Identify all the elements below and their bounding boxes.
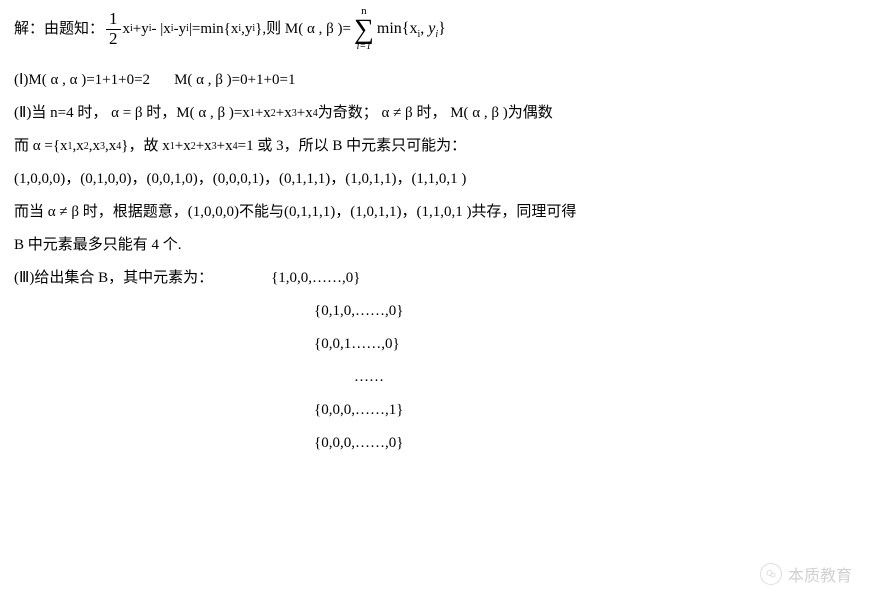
- l4-b: ,x: [73, 136, 84, 157]
- l4-h: +x: [217, 136, 233, 157]
- math-solution-document: 解：由题知： 1 2 xi +yi - |xi -yi |=min{xi ,yi…: [0, 0, 874, 476]
- center-row-4: {0,0,0,……,1}: [314, 400, 860, 421]
- c-r5: {0,0,0,……,0}: [314, 435, 403, 451]
- l2-a: (Ⅰ)M( α , α )=1+1+0=2: [14, 70, 150, 91]
- l1-seg-g: },则 M( α , β )=: [255, 19, 351, 40]
- l6-text: 而当 α ≠ β 时，根据题意，(1,0,0,0)不能与(0,1,1,1)，(1…: [14, 202, 576, 223]
- l4-e: }，故 x: [121, 136, 169, 157]
- l1-prefix: 解：由题知：: [14, 19, 104, 40]
- summation-symbol: n ∑ i=1: [354, 6, 374, 52]
- l4-c: ,x: [89, 136, 100, 157]
- wechat-icon: [760, 563, 782, 585]
- l1-seg-e: |=min{x: [189, 19, 239, 40]
- l3-c: +x: [276, 103, 292, 124]
- line-7-max4: B 中元素最多只能有 4 个.: [14, 235, 860, 256]
- line-1-definition: 解：由题知： 1 2 xi +yi - |xi -yi |=min{xi ,yi…: [14, 6, 860, 52]
- line-2-part1: (Ⅰ)M( α , α )=1+1+0=2 M( α , β )=0+1+0=1: [14, 70, 860, 91]
- min-close: }: [438, 20, 446, 37]
- min-expression: min{xi, yi}: [377, 18, 446, 40]
- center-row-1: {0,1,0,……,0}: [314, 301, 860, 322]
- l4-i: =1 或 3，所以 B 中元素只可能为：: [238, 136, 466, 157]
- c-r3: ……: [354, 369, 384, 385]
- l4-a: 而 α ={x: [14, 136, 68, 157]
- center-row-2: {0,0,1……,0}: [314, 334, 860, 355]
- l1-seg-f: ,y: [241, 19, 252, 40]
- line-8-part3: (Ⅲ)给出集合 B，其中元素为： {1,0,0,……,0}: [14, 268, 860, 289]
- center-row-5: {0,0,0,……,0}: [314, 433, 860, 454]
- l4-f: +x: [175, 136, 191, 157]
- fraction-half: 1 2: [106, 10, 121, 48]
- min-label: min{x: [377, 20, 418, 37]
- l3-b: +x: [255, 103, 271, 124]
- line-4-alpha-set: 而 α ={x1 ,x2 ,x3 ,x4 }，故 x1 +x2 +x3 +x4 …: [14, 136, 860, 157]
- l8-a: (Ⅲ)给出集合 B，其中元素为：: [14, 268, 213, 289]
- l1-seg-c: - |x: [152, 19, 171, 40]
- sum-lower: i=1: [357, 42, 372, 52]
- l1-seg-d: -y: [174, 19, 187, 40]
- l7-text: B 中元素最多只能有 4 个.: [14, 235, 182, 256]
- l3-d: +x: [297, 103, 313, 124]
- l4-d: ,x: [105, 136, 116, 157]
- line-5-tuples: (1,0,0,0)，(0,1,0,0)，(0,0,1,0)，(0,0,0,1)，…: [14, 169, 860, 190]
- watermark: 本质教育: [760, 562, 852, 586]
- line-3-part2: (Ⅱ)当 n=4 时， α = β 时，M( α , β )=x1 +x2 +x…: [14, 103, 860, 124]
- frac-den: 2: [106, 30, 121, 49]
- frac-num: 1: [106, 10, 121, 30]
- c-r2: {0,0,1……,0}: [314, 336, 400, 352]
- l5-text: (1,0,0,0)，(0,1,0,0)，(0,0,1,0)，(0,0,0,1)，…: [14, 169, 466, 190]
- l3-a: (Ⅱ)当 n=4 时， α = β 时，M( α , β )=x: [14, 103, 250, 124]
- l1-seg-b: +y: [133, 19, 149, 40]
- c-r1: {0,1,0,……,0}: [314, 303, 403, 319]
- line-6-coexist: 而当 α ≠ β 时，根据题意，(1,0,0,0)不能与(0,1,1,1)，(1…: [14, 202, 860, 223]
- l2-b: M( α , β )=0+1+0=1: [174, 70, 295, 91]
- sigma-icon: ∑: [354, 17, 374, 42]
- l3-e: 为奇数； α ≠ β 时， M( α , β )为偶数: [318, 103, 553, 124]
- c-r4: {0,0,0,……,1}: [314, 402, 403, 418]
- l4-g: +x: [196, 136, 212, 157]
- center-row-3: ……: [354, 367, 860, 388]
- l1-seg-a: x: [123, 19, 131, 40]
- l8-b: {1,0,0,……,0}: [271, 268, 360, 289]
- watermark-text: 本质教育: [788, 562, 852, 586]
